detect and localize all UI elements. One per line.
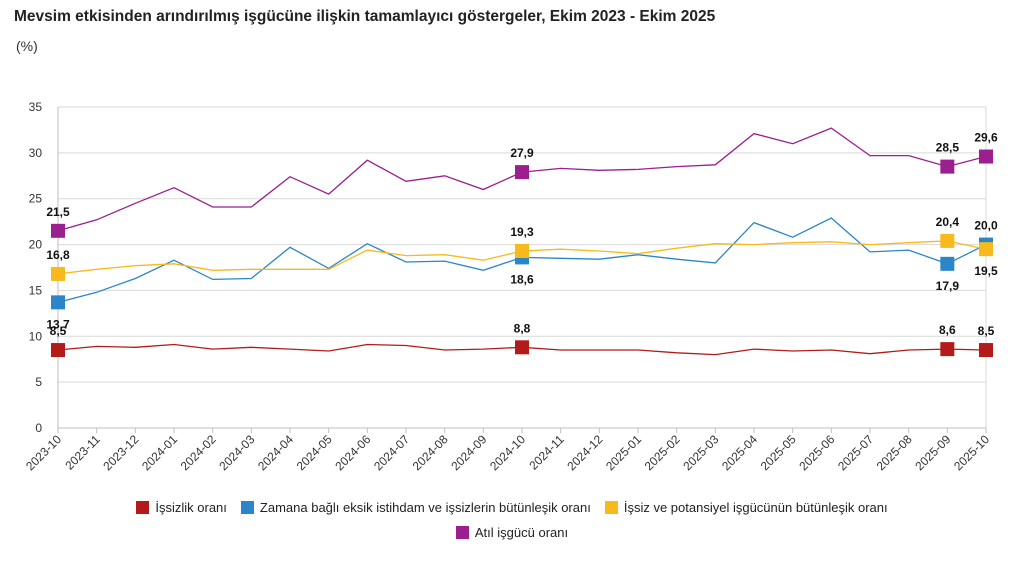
x-tick-label: 2024-01 [139, 432, 180, 473]
x-tick-label: 2024-08 [410, 432, 451, 473]
data-marker-2 [979, 242, 993, 257]
data-marker-3 [515, 165, 529, 180]
y-axis: 0 5 10 15 20 25 30 35 [29, 100, 59, 435]
data-marker-2 [51, 266, 65, 281]
legend-label: Atıl işgücü oranı [474, 525, 569, 540]
data-label: 28,5 [936, 141, 960, 155]
x-tick-label: 2024-12 [564, 432, 605, 473]
legend-label: Zamana bağlı eksik istihdam ve işsizleri… [259, 500, 591, 515]
x-tick-label: 2025-07 [835, 432, 876, 473]
legend-swatch [136, 501, 150, 514]
x-tick-label: 2025-04 [719, 432, 760, 473]
chart-title: Mevsim etkisinden arındırılmış işgücüne … [14, 8, 716, 25]
data-label: 19,3 [510, 225, 534, 239]
x-tick-label: 2024-11 [526, 432, 567, 473]
x-tick-label: 2024-04 [255, 432, 296, 473]
x-tick-label: 2025-09 [912, 432, 953, 473]
x-tick-label: 2025-10 [951, 432, 992, 473]
x-tick-label: 2025-03 [680, 432, 721, 473]
data-marker-2 [940, 233, 955, 248]
x-tick-label: 2025-08 [874, 432, 915, 473]
x-tick-label: 2023-10 [23, 432, 64, 473]
legend-swatch [455, 526, 469, 539]
data-label: 13,7 [46, 317, 70, 331]
data-marker-0 [51, 343, 65, 358]
data-marker-3 [51, 223, 65, 238]
x-tick-label: 2025-01 [603, 432, 644, 473]
data-marker-2 [515, 243, 529, 258]
data-label: 8,8 [514, 321, 531, 335]
x-tick-label: 2025-06 [796, 432, 837, 473]
data-label: 20,4 [936, 215, 960, 229]
data-label: 17,9 [936, 279, 960, 293]
data-label: 8,6 [939, 323, 956, 337]
legend-label: İşsiz ve potansiyel işgücünün bütünleşik… [623, 500, 888, 515]
series-markers [51, 149, 993, 358]
data-marker-1 [940, 256, 955, 271]
legend-swatch [604, 501, 618, 514]
x-tick-label: 2024-09 [448, 432, 489, 473]
data-label: 20,0 [974, 219, 998, 233]
x-tick-label: 2024-05 [294, 432, 335, 473]
data-label: 18,6 [510, 272, 534, 286]
data-label: 19,5 [974, 264, 998, 278]
data-marker-0 [515, 340, 529, 355]
series-line-3 [57, 127, 987, 232]
data-label: 27,9 [510, 146, 534, 160]
y-tick-label: 25 [29, 192, 43, 206]
x-tick-label: 2023-12 [100, 432, 141, 473]
x-tick-label: 2024-03 [216, 432, 257, 473]
y-tick-label: 35 [29, 100, 43, 114]
x-tick-label: 2024-10 [487, 432, 528, 473]
x-tick-label: 2024-06 [332, 432, 373, 473]
data-label: 29,6 [974, 131, 998, 145]
legend-row-1: İşsizlik oranı Zamana bağlı eksik istihd… [0, 500, 1024, 515]
data-marker-1 [51, 295, 65, 310]
data-marker-3 [940, 159, 955, 174]
legend-item-potansiyel[interactable]: İşsiz ve potansiyel işgücünün bütünleşik… [604, 500, 888, 515]
y-tick-label: 30 [29, 146, 43, 160]
x-tick-label: 2025-02 [642, 432, 683, 473]
y-tick-label: 0 [35, 421, 42, 435]
legend-item-zamana-bagli[interactable]: Zamana bağlı eksik istihdam ve işsizleri… [240, 500, 591, 515]
legend-row-2: Atıl işgücü oranı [0, 525, 1024, 540]
y-tick-label: 10 [29, 329, 43, 343]
x-tick-label: 2024-02 [178, 432, 219, 473]
legend-item-atil[interactable]: Atıl işgücü oranı [455, 525, 569, 540]
data-labels: 8,5 8,8 8,6 8,513,718,6 17,920,016,819,320,4… [46, 131, 998, 339]
data-label: 8,5 [50, 324, 67, 338]
legend-label: İşsizlik oranı [155, 500, 227, 515]
data-label: 21,5 [46, 205, 70, 219]
data-marker-0 [940, 342, 955, 357]
x-axis: 2023-102023-112023-122024-012024-022024-… [23, 427, 992, 473]
data-label: 16,8 [46, 248, 70, 262]
data-marker-3 [979, 149, 993, 164]
y-tick-label: 15 [29, 283, 43, 297]
x-tick-label: 2025-05 [758, 432, 799, 473]
data-label: 8,5 [978, 324, 995, 338]
x-tick-label: 2024-07 [371, 432, 412, 473]
data-marker-0 [979, 343, 993, 358]
y-unit-label: (%) [16, 38, 38, 54]
y-tick-label: 20 [29, 238, 43, 252]
legend-item-issizlik[interactable]: İşsizlik oranı [136, 500, 227, 515]
y-tick-label: 5 [35, 375, 42, 389]
legend-swatch [240, 501, 254, 514]
legend: İşsizlik oranı Zamana bağlı eksik istihd… [0, 500, 1024, 550]
x-tick-label: 2023-11 [62, 432, 103, 473]
